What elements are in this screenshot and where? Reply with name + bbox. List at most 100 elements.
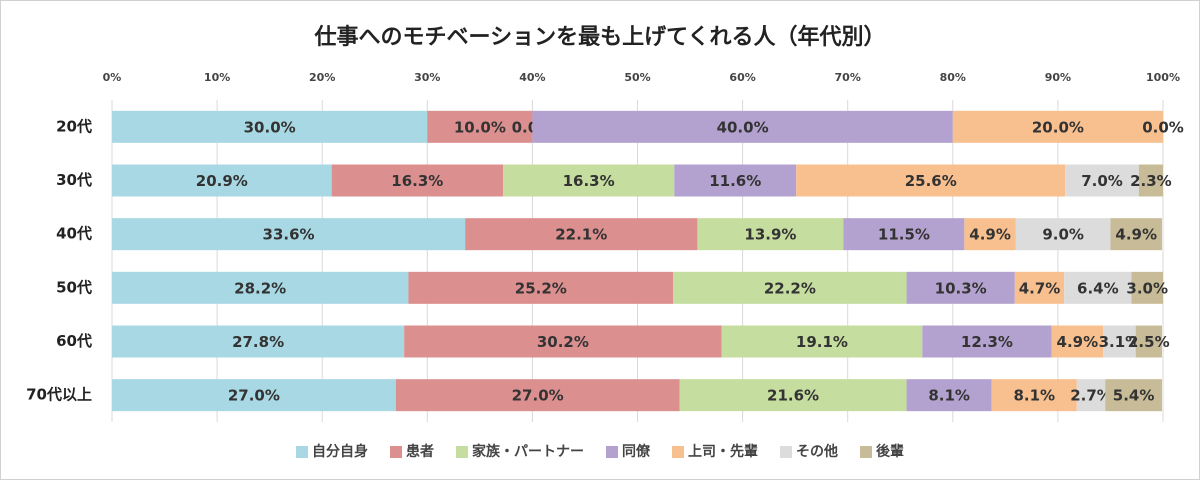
- legend-label: 上司・先輩: [688, 443, 758, 460]
- legend-swatch: [456, 446, 468, 458]
- x-tick-label: 40%: [519, 71, 545, 84]
- value-label: 22.2%: [764, 279, 816, 297]
- legend-swatch: [606, 446, 618, 458]
- y-tick-label: 60代: [56, 332, 92, 350]
- bar-segment: [404, 325, 722, 358]
- x-tick-label: 70%: [835, 71, 861, 84]
- bar-segment: [674, 164, 797, 197]
- bar-segment: [1051, 325, 1104, 358]
- value-label: 2.5%: [1128, 333, 1170, 351]
- bar-segment: [112, 218, 466, 251]
- bar-segment: [502, 164, 675, 197]
- value-label: 40.0%: [717, 118, 769, 136]
- y-tick-label: 70代以上: [26, 386, 92, 404]
- x-tick-label: 0%: [103, 71, 122, 84]
- chart-title: 仕事へのモチベーションを最も上げてくれる人（年代別）: [314, 24, 886, 50]
- y-tick-label: 40代: [56, 225, 92, 243]
- value-label: 19.1%: [796, 333, 848, 351]
- bar-segment: [112, 325, 405, 358]
- legend-label: 自分自身: [312, 443, 368, 460]
- bar-segment: [906, 379, 992, 412]
- x-tick-label: 10%: [204, 71, 230, 84]
- value-label: 9.0%: [1042, 226, 1084, 244]
- value-label: 28.2%: [234, 279, 286, 297]
- bar-segment: [331, 164, 503, 197]
- x-tick-label: 100%: [1146, 71, 1180, 84]
- value-label: 2.3%: [1130, 172, 1172, 190]
- x-tick-label: 50%: [624, 71, 650, 84]
- legend-label: 後輩: [876, 443, 904, 460]
- legend-label: 患者: [406, 443, 434, 460]
- y-tick-label: 50代: [56, 278, 92, 296]
- value-label: 20.0%: [1032, 118, 1084, 136]
- legend-label: その他: [796, 443, 838, 460]
- bar-segment: [1064, 271, 1132, 304]
- value-label: 10.0%: [454, 118, 506, 136]
- value-label: 11.6%: [709, 172, 761, 190]
- bar-segment: [1110, 218, 1162, 251]
- value-label: 21.6%: [767, 387, 819, 405]
- value-label: 4.7%: [1019, 279, 1061, 297]
- legend-swatch: [672, 446, 684, 458]
- bar-segment: [1135, 325, 1162, 358]
- x-tick-label: 60%: [729, 71, 755, 84]
- value-label: 11.5%: [878, 226, 930, 244]
- bar-segment: [1065, 164, 1139, 197]
- bar-segment: [906, 271, 1015, 304]
- legend-swatch: [860, 446, 872, 458]
- value-label: 22.1%: [555, 226, 607, 244]
- value-label: 25.2%: [515, 279, 567, 297]
- bar-segment: [1015, 218, 1111, 251]
- value-label: 4.9%: [969, 226, 1011, 244]
- value-label: 27.0%: [228, 387, 280, 405]
- bar-segment: [1138, 164, 1163, 197]
- bar-segment: [1105, 379, 1162, 412]
- value-label: 27.0%: [512, 387, 564, 405]
- bar-segment: [679, 379, 907, 412]
- legend-label: 同僚: [622, 443, 651, 460]
- bar-segment: [1103, 325, 1136, 358]
- value-label: 4.9%: [1115, 226, 1157, 244]
- value-label: 27.8%: [232, 333, 284, 351]
- value-label: 13.9%: [744, 226, 796, 244]
- value-label: 5.4%: [1113, 387, 1155, 405]
- bar-segment: [112, 164, 332, 197]
- bar-segment: [112, 379, 396, 412]
- value-label: 30.0%: [244, 118, 296, 136]
- value-label: 4.9%: [1057, 333, 1099, 351]
- legend-swatch: [296, 446, 308, 458]
- y-tick-label: 30代: [56, 171, 92, 189]
- value-label: 12.3%: [961, 333, 1013, 351]
- bar-segment: [532, 110, 953, 143]
- bar-segment: [673, 271, 907, 304]
- x-tick-label: 20%: [309, 71, 335, 84]
- value-label: 10.3%: [935, 279, 987, 297]
- bar-segment: [427, 110, 533, 143]
- value-label: 3.1%: [1099, 333, 1141, 351]
- bar-segment: [922, 325, 1052, 358]
- bar-segment: [1076, 379, 1106, 412]
- value-label: 20.9%: [196, 172, 248, 190]
- value-label: 16.3%: [391, 172, 443, 190]
- legend-label: 家族・パートナー: [472, 443, 584, 460]
- x-tick-label: 80%: [940, 71, 966, 84]
- legend-swatch: [780, 446, 792, 458]
- bar-segment: [465, 218, 698, 251]
- bar-segment: [843, 218, 965, 251]
- value-label: 7.0%: [1081, 172, 1123, 190]
- bar-segment: [1014, 271, 1065, 304]
- bar-segment: [964, 218, 1016, 251]
- x-tick-label: 90%: [1045, 71, 1071, 84]
- x-tick-label: 30%: [414, 71, 440, 84]
- bar-segment: [952, 110, 1163, 143]
- value-label: 0.0%: [1142, 118, 1184, 136]
- bar-segment: [697, 218, 844, 251]
- bar-segment: [1131, 271, 1163, 304]
- bar-segment: [796, 164, 1066, 197]
- value-label: 16.3%: [563, 172, 615, 190]
- value-label: 6.4%: [1077, 279, 1119, 297]
- bar-segment: [112, 110, 428, 143]
- bar-segment: [408, 271, 674, 304]
- bar-segment: [112, 271, 409, 304]
